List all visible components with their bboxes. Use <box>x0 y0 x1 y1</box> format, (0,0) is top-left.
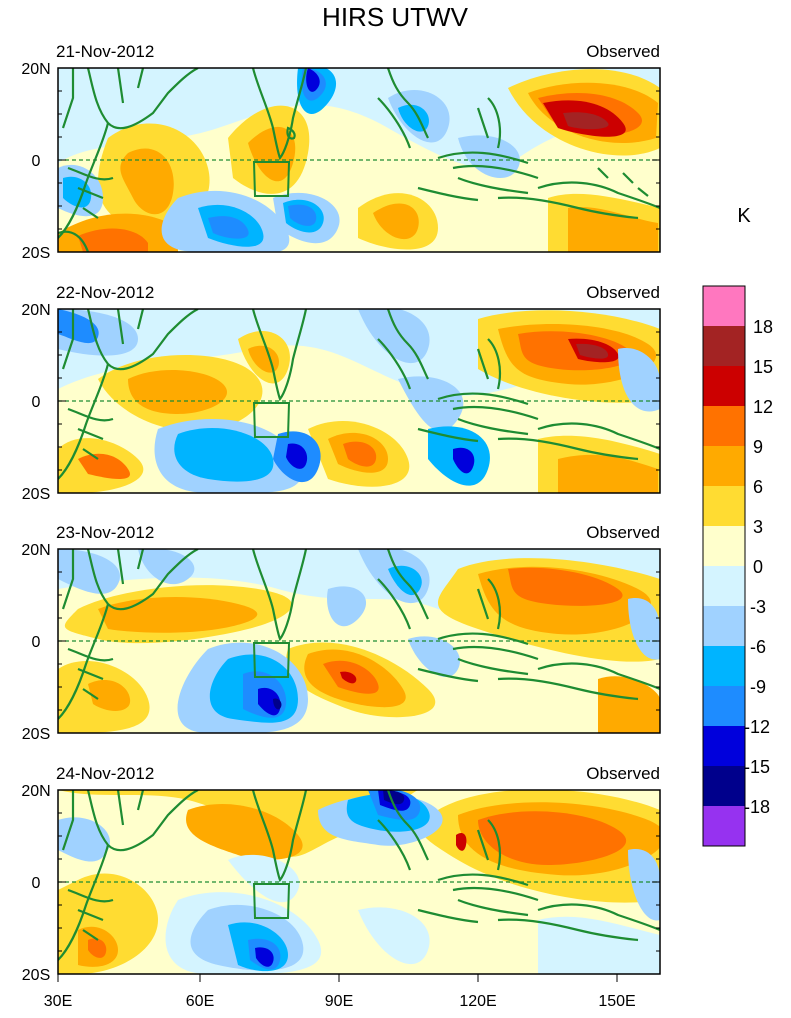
ticks <box>57 789 660 982</box>
colorbar-label-6: 3 <box>753 517 763 537</box>
lon-label-30e: 30E <box>44 993 72 1010</box>
panel-1-label: Observed <box>586 42 660 61</box>
colorbar: 18 15 12 9 6 3 0 -3 -6 -9 -12 -15 -18 <box>702 285 773 847</box>
panel-1-lat-0: 0 <box>32 153 41 170</box>
colorbar-swatch-10 <box>703 646 745 686</box>
ticks <box>58 548 660 734</box>
study-region-box <box>252 402 291 438</box>
colorbar-unit: K <box>737 205 751 227</box>
map-panel-1 <box>57 67 661 253</box>
panel-1-date: 21-Nov-2012 <box>56 42 154 61</box>
colorbar-label-9: -6 <box>750 637 766 657</box>
study-region-box <box>252 161 291 197</box>
colorbar-label-3: 12 <box>753 397 773 417</box>
lon-label-150e: 150E <box>598 993 635 1010</box>
colorbar-swatch-14 <box>703 806 745 846</box>
panel-2-lat-20n: 20N <box>21 302 50 319</box>
panel-1-lat-20n: 20N <box>21 61 50 78</box>
colorbar-label-5: 6 <box>753 477 763 497</box>
colorbar-label-8: -3 <box>750 597 766 617</box>
colorbar-label-10: -9 <box>750 677 766 697</box>
coastlines <box>58 549 660 720</box>
panel-4-label: Observed <box>586 764 660 783</box>
colorbar-swatch-2 <box>703 326 745 366</box>
lon-label-90e: 90E <box>325 993 353 1010</box>
panel-2-date: 22-Nov-2012 <box>56 283 154 302</box>
colorbar-swatch-7 <box>703 526 745 566</box>
colorbar-label-2: 15 <box>753 357 773 377</box>
panel-3-lat-20s: 20S <box>22 726 50 743</box>
colorbar-swatch-6 <box>703 486 745 526</box>
map-panel-2 <box>57 308 661 494</box>
colorbar-swatch-5 <box>703 446 745 486</box>
colorbar-swatch-9 <box>703 606 745 646</box>
lon-label-120e: 120E <box>459 993 496 1010</box>
colorbar-label-13: -18 <box>744 797 770 817</box>
colorbar-label-11: -12 <box>744 717 770 737</box>
panel-2-lat-20s: 20S <box>22 486 50 503</box>
colorbar-swatch-1 <box>703 286 745 326</box>
colorbar-frame <box>702 285 746 847</box>
panel-3-label: Observed <box>586 523 660 542</box>
study-region-box <box>252 642 291 678</box>
panel-4-lat-20n: 20N <box>21 783 50 800</box>
colorbar-swatch-8 <box>703 566 745 606</box>
panel-3-date: 23-Nov-2012 <box>56 523 154 542</box>
colorbar-swatch-13 <box>703 766 745 806</box>
colorbar-label-1: 18 <box>753 317 773 337</box>
panel-3-lat-0: 0 <box>32 634 41 651</box>
map-panel-4 <box>57 789 661 982</box>
lon-label-60e: 60E <box>186 993 214 1010</box>
ticks <box>58 308 660 494</box>
colorbar-swatch-12 <box>703 726 745 766</box>
colorbar-label-12: -15 <box>744 757 770 777</box>
panel-4-lat-20s: 20S <box>22 967 50 984</box>
colorbar-label-7: 0 <box>753 557 763 577</box>
panel-4-date: 24-Nov-2012 <box>56 764 154 783</box>
panel-1-lat-20s: 20S <box>22 245 50 262</box>
colorbar-swatch-11 <box>703 686 745 726</box>
colorbar-label-4: 9 <box>753 437 763 457</box>
figure-title: HIRS UTWV <box>322 2 469 32</box>
panel-4-lat-0: 0 <box>32 875 41 892</box>
panel-3-lat-20n: 20N <box>21 542 50 559</box>
coastlines <box>58 68 660 252</box>
panel-2-label: Observed <box>586 283 660 302</box>
ticks <box>58 67 660 253</box>
map-panel-3 <box>57 548 661 734</box>
colorbar-swatch-4 <box>703 406 745 446</box>
coastlines <box>58 790 660 961</box>
study-region-box <box>252 883 291 919</box>
colorbar-swatch-3 <box>703 366 745 406</box>
panel-2-lat-0: 0 <box>32 394 41 411</box>
coastlines <box>58 309 660 480</box>
